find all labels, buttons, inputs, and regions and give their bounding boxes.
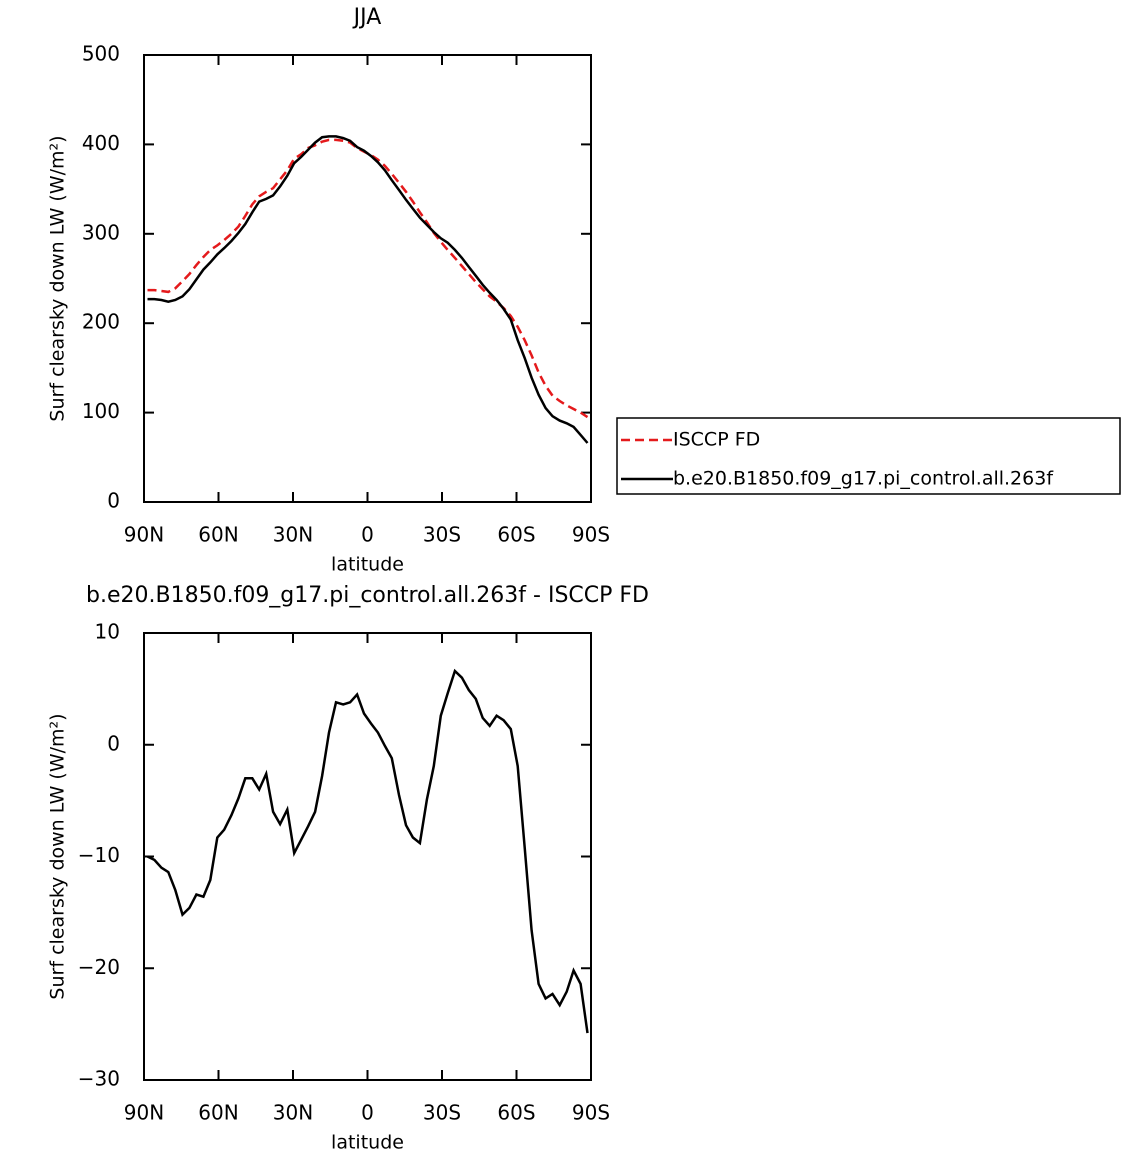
y-tick-label: 100 (82, 399, 120, 423)
plot-frame (143, 54, 592, 503)
y-tick-label: 500 (82, 42, 120, 66)
legend-box (616, 417, 1121, 495)
x-tick-label: 90S (572, 523, 610, 547)
y-tick-label: −20 (78, 955, 120, 979)
y-tick-label: 400 (82, 131, 120, 155)
x-tick-label: 30S (423, 1101, 461, 1125)
x-tick-label: 30N (273, 523, 313, 547)
x-tick-label: 60S (497, 523, 535, 547)
x-tick-label: 90S (572, 1101, 610, 1125)
chart-title: JJA (352, 5, 382, 30)
x-tick-label: 90N (124, 1101, 164, 1125)
x-tick-label: 0 (361, 523, 374, 547)
data-line (147, 138, 589, 419)
x-axis-label: latitude (331, 1132, 404, 1154)
x-tick-label: 60N (198, 523, 238, 547)
data-line (147, 135, 589, 444)
y-tick-label: 300 (82, 220, 120, 244)
y-tick-label: −30 (78, 1067, 120, 1091)
x-tick-label: 30S (423, 523, 461, 547)
y-tick-label: 0 (107, 489, 120, 513)
x-tick-label: 30N (273, 1101, 313, 1125)
x-tick-label: 90N (124, 523, 164, 547)
x-tick-label: 60S (497, 1101, 535, 1125)
y-axis-label: Surf clearsky down LW (W/m²) (47, 135, 69, 421)
y-tick-label: 10 (95, 620, 120, 644)
y-axis-label: Surf clearsky down LW (W/m²) (47, 713, 69, 999)
x-tick-label: 0 (361, 1101, 374, 1125)
data-line (146, 668, 589, 1034)
legend-label: b.e20.B1850.f09_g17.pi_control.all.263f (673, 468, 1054, 490)
y-tick-label: 200 (82, 310, 120, 334)
chart-title: b.e20.B1850.f09_g17.pi_control.all.263f … (86, 583, 649, 608)
x-axis-label: latitude (331, 554, 404, 576)
y-tick-label: −10 (78, 843, 120, 867)
x-tick-label: 60N (198, 1101, 238, 1125)
y-tick-label: 0 (107, 731, 120, 755)
legend-label: ISCCP FD (673, 429, 760, 451)
plot-frame (143, 632, 592, 1081)
